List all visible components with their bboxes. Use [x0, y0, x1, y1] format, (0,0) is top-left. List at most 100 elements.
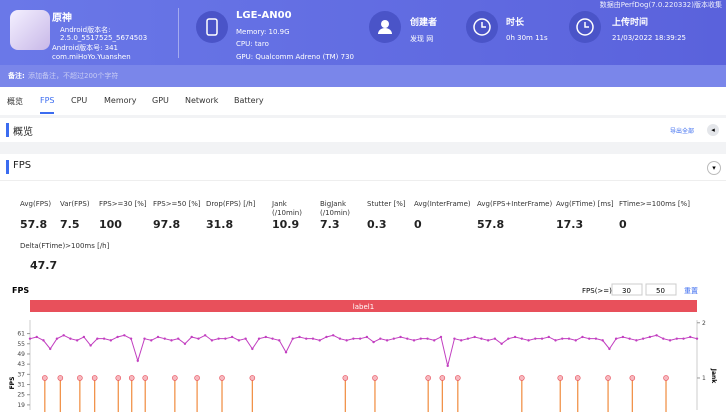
y-tick-label: 61: [17, 331, 25, 338]
jank-marker: [91, 375, 98, 381]
tab[interactable]: 概览: [7, 97, 23, 106]
fps-point: [278, 339, 281, 342]
y2-axis-label: Jank: [710, 368, 717, 385]
fps-point: [224, 337, 227, 340]
metric-value: 0: [414, 218, 422, 231]
y2-tick-label: 1: [702, 375, 706, 382]
threshold-input[interactable]: [645, 283, 677, 296]
y-tick-label: 31: [17, 382, 25, 389]
fps-point: [163, 337, 166, 340]
fps-point: [82, 335, 86, 339]
fps-point: [406, 337, 409, 340]
fps-point: [325, 335, 328, 339]
fps-point: [527, 339, 530, 342]
fps-point: [183, 342, 187, 345]
fps-point: [433, 339, 436, 342]
tab[interactable]: Battery: [234, 96, 264, 105]
fps-point: [62, 334, 65, 337]
fps-point: [453, 337, 456, 340]
threshold-value: 30: [622, 287, 631, 295]
fps-point: [116, 335, 119, 339]
accent: [6, 160, 9, 174]
jank-marker: [128, 375, 135, 381]
y-tick-label: 19: [17, 402, 25, 409]
device-name: LGE-AN00: [236, 10, 292, 21]
tab[interactable]: GPU: [152, 96, 169, 105]
metric-value: 47.7: [30, 259, 58, 272]
icon: [206, 18, 218, 36]
jank-marker: [605, 375, 611, 381]
fps-point: [567, 337, 571, 340]
device-icon: [196, 11, 228, 43]
jank-marker: [342, 375, 349, 381]
fps-point: [426, 337, 429, 340]
fps-point: [358, 337, 362, 340]
fps-point: [379, 337, 382, 340]
fps-point: [143, 337, 146, 340]
reset-link[interactable]: 重置: [684, 287, 698, 295]
y-axis-label: FPS: [9, 377, 16, 390]
app-version: 2.5.0_5517525_5674503: [60, 34, 148, 42]
fps-point: [271, 337, 274, 340]
jank-marker: [194, 375, 200, 381]
metric-label: Var(FPS): [60, 200, 90, 208]
fps-point: [352, 337, 355, 340]
fps-point: [345, 339, 348, 342]
app-name: 原神: [52, 13, 72, 24]
fps-point: [446, 364, 449, 368]
creator-icon: [369, 11, 401, 43]
note-input[interactable]: 添加备注，不超过200个字符: [28, 72, 119, 80]
fps-point: [520, 337, 524, 340]
accent: [6, 123, 9, 137]
fps-point: [89, 344, 92, 347]
y-tick-label: 37: [17, 371, 25, 378]
fps-chart: FPS FPS(>=) 30 50 重置 label1 19 25 31 37 43 49 55 61 1 2…: [9, 283, 717, 412]
divider: [178, 8, 179, 58]
collapse-button[interactable]: ▾: [707, 161, 721, 175]
metric-label: Avg(FTime) [ms]: [556, 200, 614, 208]
fps-point: [203, 334, 207, 337]
fps-point: [244, 337, 247, 340]
tab[interactable]: CPU: [71, 96, 88, 105]
fps-point: [480, 337, 483, 340]
fps-point: [547, 335, 550, 339]
y-tick-label: 25: [17, 392, 25, 399]
icon: [473, 18, 491, 36]
fps-point: [695, 337, 699, 340]
fps-point: [102, 337, 106, 340]
fps-point: [594, 337, 598, 340]
tab[interactable]: Memory: [104, 96, 137, 105]
fps-point: [96, 337, 99, 340]
overview-title: 概览: [13, 127, 33, 138]
collapse-button[interactable]: ◂: [707, 124, 719, 136]
metric-label: FPS>=30 [%]: [99, 200, 147, 208]
fps-line: [29, 334, 698, 366]
jank-marker: [172, 375, 178, 381]
fps-point: [554, 339, 557, 342]
tab[interactable]: Network: [185, 96, 219, 105]
fps-point: [331, 334, 335, 337]
fps-point: [513, 335, 517, 339]
fps-point: [257, 337, 261, 340]
fps-point: [69, 337, 72, 340]
export-link[interactable]: 导出全部: [670, 128, 695, 135]
tab[interactable]: FPS: [40, 96, 55, 105]
fps-point: [614, 337, 618, 340]
fps-point: [136, 359, 139, 362]
fps-point: [675, 337, 678, 340]
metric-label: BigJank (/10min): [320, 200, 350, 217]
jank-marker: [574, 375, 581, 381]
threshold-input[interactable]: [611, 283, 643, 296]
device-memory: Memory: 10.9G: [236, 28, 290, 36]
fps-point: [648, 335, 652, 339]
overview-section: 概览 导出全部 ◂: [0, 118, 726, 142]
threshold-value: 50: [656, 287, 665, 295]
fps-point: [540, 337, 544, 340]
fps-point: [561, 337, 564, 340]
duration-value: 0h 30m 11s: [506, 34, 548, 42]
fps-point: [129, 337, 133, 340]
fps-point: [392, 337, 396, 340]
metric-value: 17.3: [556, 218, 584, 231]
y-tick-label: 55: [17, 341, 25, 348]
